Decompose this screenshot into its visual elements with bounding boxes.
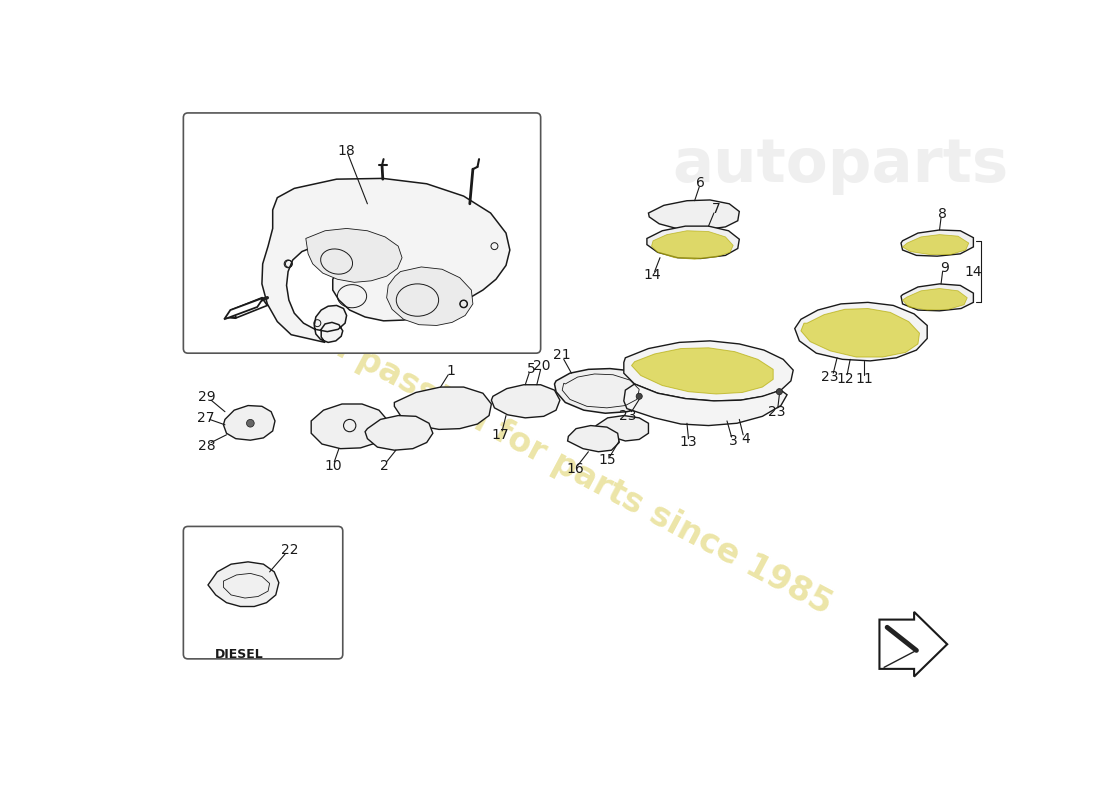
- Text: 29: 29: [198, 390, 216, 404]
- Text: 23: 23: [619, 409, 637, 422]
- Polygon shape: [880, 612, 947, 677]
- Text: 21: 21: [552, 349, 570, 362]
- Polygon shape: [306, 229, 403, 282]
- Circle shape: [777, 389, 782, 394]
- Polygon shape: [801, 309, 920, 357]
- Polygon shape: [901, 230, 974, 256]
- Text: 8: 8: [938, 207, 947, 221]
- Circle shape: [636, 394, 642, 399]
- Text: 22: 22: [280, 543, 298, 558]
- Polygon shape: [624, 384, 788, 426]
- Polygon shape: [262, 178, 510, 342]
- Circle shape: [246, 419, 254, 427]
- Polygon shape: [387, 267, 473, 326]
- Text: 20: 20: [534, 358, 551, 373]
- Polygon shape: [208, 562, 279, 606]
- Polygon shape: [902, 234, 969, 254]
- Text: 23: 23: [768, 405, 785, 418]
- Text: autoparts: autoparts: [673, 136, 1009, 194]
- Text: 12: 12: [837, 371, 855, 386]
- Text: 6: 6: [696, 176, 705, 190]
- Polygon shape: [631, 348, 773, 394]
- Polygon shape: [231, 298, 267, 318]
- Text: 16: 16: [566, 462, 584, 477]
- Text: 28: 28: [198, 438, 216, 453]
- Text: 27: 27: [197, 411, 215, 425]
- Polygon shape: [651, 230, 733, 259]
- Polygon shape: [901, 284, 974, 311]
- Text: 15: 15: [598, 454, 616, 467]
- Polygon shape: [224, 298, 264, 319]
- Polygon shape: [647, 226, 739, 258]
- Text: 4: 4: [741, 432, 750, 446]
- Text: 11: 11: [855, 371, 873, 386]
- FancyBboxPatch shape: [184, 526, 343, 659]
- Polygon shape: [395, 387, 492, 430]
- Text: 1: 1: [447, 364, 455, 378]
- Polygon shape: [365, 415, 433, 450]
- Polygon shape: [624, 341, 793, 401]
- Polygon shape: [902, 289, 967, 310]
- Text: 14: 14: [644, 269, 661, 282]
- Text: 23: 23: [822, 370, 839, 384]
- Polygon shape: [223, 406, 275, 440]
- FancyBboxPatch shape: [184, 113, 541, 353]
- Polygon shape: [794, 302, 927, 361]
- Text: 14: 14: [964, 266, 982, 279]
- Polygon shape: [594, 415, 649, 441]
- Text: 2: 2: [379, 458, 388, 473]
- Text: 7: 7: [712, 202, 720, 216]
- Polygon shape: [568, 426, 619, 452]
- Text: a passion for parts since 1985: a passion for parts since 1985: [321, 326, 837, 621]
- Polygon shape: [492, 385, 560, 418]
- Text: 9: 9: [939, 261, 948, 274]
- Text: 17: 17: [492, 428, 509, 442]
- Polygon shape: [311, 404, 388, 449]
- Text: 10: 10: [323, 458, 342, 473]
- Text: 13: 13: [680, 435, 697, 450]
- Text: 3: 3: [729, 434, 737, 448]
- Text: 18: 18: [338, 145, 355, 158]
- Text: DIESEL: DIESEL: [214, 648, 263, 661]
- Text: 5: 5: [527, 362, 536, 376]
- Polygon shape: [554, 369, 658, 414]
- Polygon shape: [649, 200, 739, 230]
